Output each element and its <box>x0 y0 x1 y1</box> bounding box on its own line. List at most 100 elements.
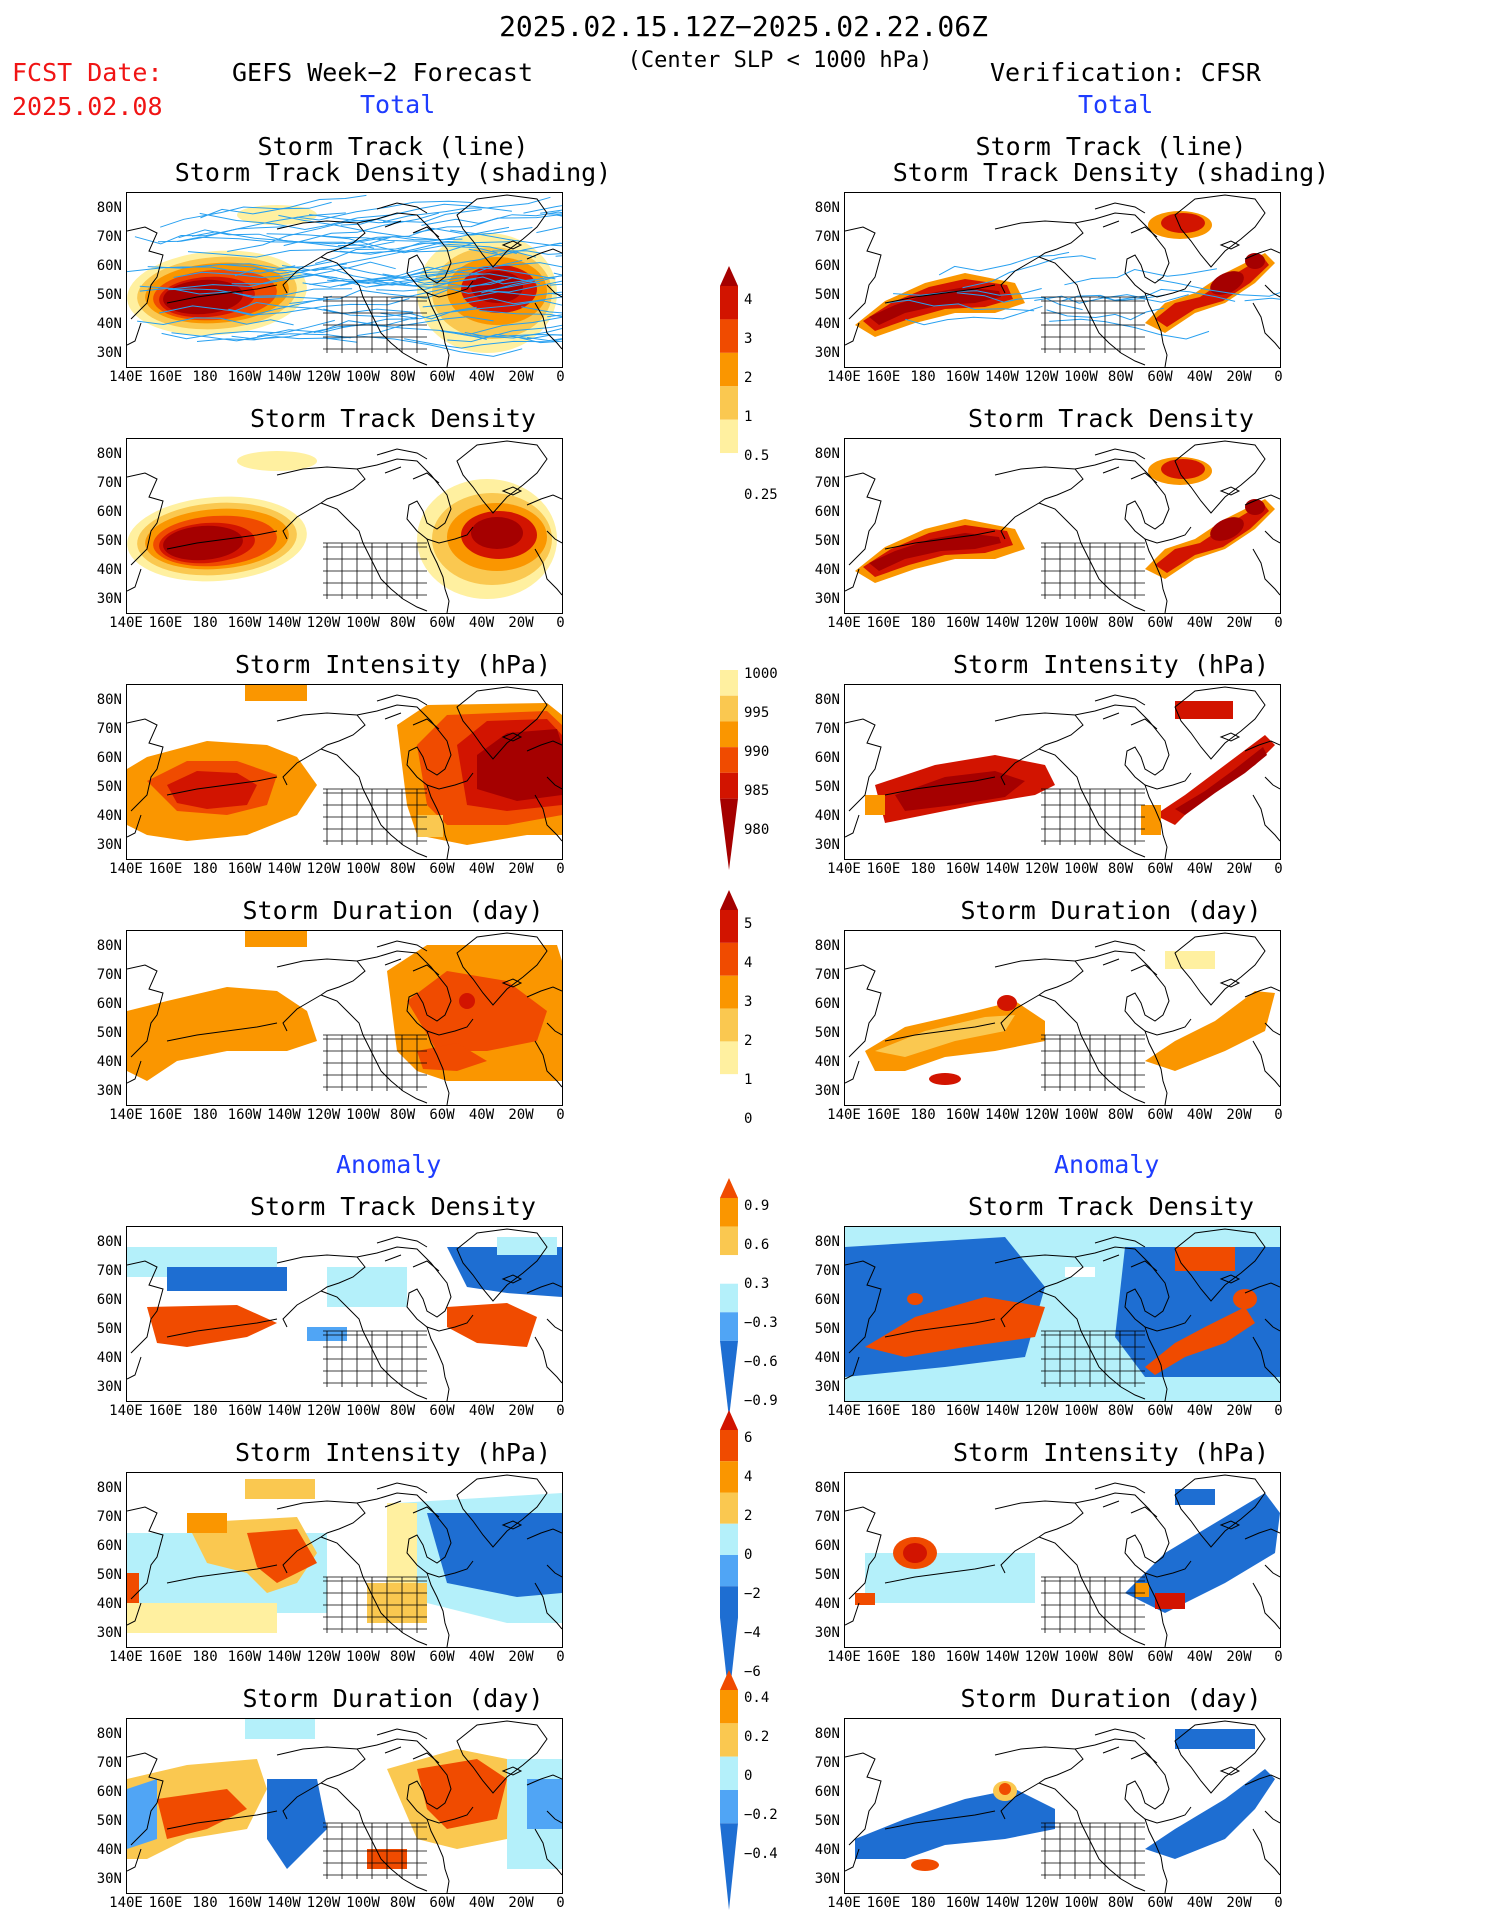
lon-label: 0 <box>556 1649 565 1665</box>
lon-label: 140E <box>109 1895 143 1911</box>
lon-label: 180 <box>910 1403 936 1419</box>
lat-label: 50N <box>814 1025 840 1041</box>
lon-label: 140W <box>267 1895 301 1911</box>
lat-label: 80N <box>814 1480 840 1496</box>
lon-label: 160E <box>866 615 901 631</box>
lon-label: 60W <box>1147 861 1173 877</box>
lat-label: 70N <box>814 721 840 737</box>
lat-label: 70N <box>96 229 122 245</box>
intensity-anom-colorbar-label: −4 <box>744 1625 761 1641</box>
lon-label: 100W <box>346 861 380 877</box>
lon-label: 180 <box>192 1403 218 1419</box>
lat-label: 30N <box>96 1379 122 1395</box>
lon-label: 100W <box>346 1107 380 1123</box>
lon-label: 120W <box>1024 369 1059 385</box>
lat-label: 70N <box>96 1263 122 1279</box>
lat-label: 70N <box>814 475 840 491</box>
lon-label: 80W <box>389 1895 416 1911</box>
lat-label: 30N <box>814 1379 840 1395</box>
lat-label: 40N <box>96 1350 122 1366</box>
lon-label: 120W <box>306 1895 341 1911</box>
lat-label: 40N <box>814 1596 840 1612</box>
lon-label: 180 <box>192 861 218 877</box>
lat-label: 50N <box>96 1567 122 1583</box>
lon-label: 140W <box>985 861 1019 877</box>
lon-label: 20W <box>508 1403 534 1419</box>
cfsr-anomaly-duration-panel <box>844 1718 1281 1894</box>
cfsr-storm-duration-panel <box>844 930 1281 1106</box>
lon-label: 140W <box>985 1107 1019 1123</box>
lon-label: 160W <box>945 1403 980 1419</box>
lat-label: 70N <box>96 475 122 491</box>
lat-label: 30N <box>96 1871 122 1887</box>
lon-label: 140W <box>985 1895 1019 1911</box>
lon-label: 80W <box>389 861 416 877</box>
lon-label: 40W <box>1186 1649 1213 1665</box>
lon-label: 100W <box>1064 615 1098 631</box>
duration-total-colorbar-label: 4 <box>744 955 753 971</box>
lon-label: 80W <box>1107 1649 1134 1665</box>
lon-label: 60W <box>1147 1895 1173 1911</box>
duration-anom-colorbar-label: −0.4 <box>744 1846 778 1862</box>
lon-label: 140E <box>827 369 861 385</box>
lon-label: 160E <box>866 1403 901 1419</box>
left-total-label: Total <box>360 90 436 119</box>
lon-label: 160W <box>227 1649 262 1665</box>
cfsr-anomaly-track-density-panel <box>844 1226 1281 1402</box>
gefs-anomaly-track-density-panel <box>126 1226 563 1402</box>
intensity-anom-colorbar-label: 2 <box>744 1508 753 1524</box>
lon-label: 120W <box>306 861 341 877</box>
lon-label: 60W <box>1147 1403 1173 1419</box>
intensity-total-colorbar-label: 995 <box>744 705 770 721</box>
lon-label: 20W <box>508 1107 534 1123</box>
lat-label: 60N <box>96 750 122 766</box>
lon-label: 160E <box>148 615 183 631</box>
lat-label: 50N <box>814 287 840 303</box>
left-column-title: GEFS Week−2 Forecast <box>232 58 534 87</box>
density-total-colorbar-label: 0.25 <box>744 487 778 503</box>
lon-label: 60W <box>429 1895 455 1911</box>
lon-label: 160E <box>866 369 901 385</box>
lat-label: 70N <box>814 967 840 983</box>
lon-label: 40W <box>468 1649 495 1665</box>
lon-label: 140W <box>267 1649 301 1665</box>
duration-anom-colorbar <box>720 1670 738 1910</box>
right-column-title: Verification: CFSR <box>990 58 1261 87</box>
intensity-anom-colorbar-label: −6 <box>744 1664 761 1680</box>
lat-label: 80N <box>814 446 840 462</box>
lat-label: 80N <box>814 938 840 954</box>
lon-label: 40W <box>1186 1107 1213 1123</box>
lon-label: 180 <box>192 1649 218 1665</box>
lon-label: 180 <box>910 1649 936 1665</box>
lat-label: 80N <box>96 1480 122 1496</box>
lat-label: 80N <box>96 200 122 216</box>
lon-label: 40W <box>468 1403 495 1419</box>
lat-label: 40N <box>96 808 122 824</box>
lon-label: 160W <box>227 861 262 877</box>
lat-label: 70N <box>96 1509 122 1525</box>
lon-label: 180 <box>192 615 218 631</box>
lat-label: 70N <box>814 1755 840 1771</box>
lon-label: 160E <box>148 1403 183 1419</box>
lon-label: 180 <box>192 1107 218 1123</box>
lon-label: 0 <box>1274 1403 1283 1419</box>
lon-label: 120W <box>1024 861 1059 877</box>
lon-label: 80W <box>1107 1895 1134 1911</box>
intensity-anom-colorbar-label: −2 <box>744 1586 761 1602</box>
lat-label: 80N <box>814 692 840 708</box>
lon-label: 20W <box>1226 1107 1252 1123</box>
lon-label: 140E <box>109 615 143 631</box>
lat-label: 50N <box>96 1321 122 1337</box>
lat-label: 30N <box>96 591 122 607</box>
lon-label: 100W <box>346 369 380 385</box>
lon-label: 140E <box>827 1895 861 1911</box>
lon-label: 160W <box>945 615 980 631</box>
lon-label: 20W <box>508 615 534 631</box>
lon-label: 160E <box>866 861 901 877</box>
density-anom-colorbar <box>720 1178 738 1418</box>
lat-label: 80N <box>96 938 122 954</box>
lat-label: 40N <box>814 562 840 578</box>
density-total-colorbar-label: 2 <box>744 370 753 386</box>
intensity-total-colorbar-label: 985 <box>744 783 770 799</box>
lat-label: 60N <box>96 258 122 274</box>
